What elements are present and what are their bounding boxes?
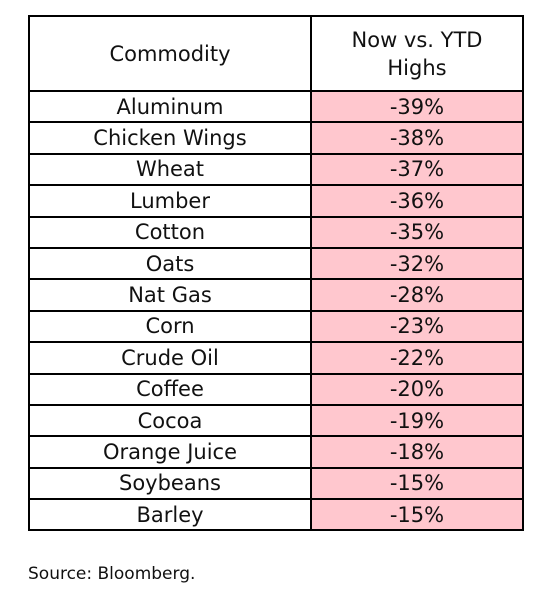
table-row: Coffee -20% [28, 372, 524, 406]
change-value-cell: -39% [310, 89, 524, 124]
change-value-cell: -35% [310, 215, 524, 249]
commodity-name-cell: Coffee [28, 372, 312, 406]
commodity-name-cell: Cotton [28, 215, 312, 249]
table-row: Crude Oil -22% [28, 341, 524, 375]
commodity-name-cell: Barley [28, 498, 312, 532]
table-row: Aluminum -39% [28, 89, 524, 124]
table-row: Barley -15% [28, 498, 524, 532]
table-row: Cotton -35% [28, 215, 524, 249]
change-value-cell: -32% [310, 246, 524, 281]
header-commodity: Commodity [28, 15, 312, 92]
table-row: Oats -32% [28, 246, 524, 281]
commodity-name-cell: Crude Oil [28, 341, 312, 375]
header-now-vs-ytd-highs: Now vs. YTD Highs [310, 15, 524, 92]
change-value-cell: -37% [310, 152, 524, 187]
table-row: Wheat -37% [28, 152, 524, 187]
change-value-cell: -36% [310, 184, 524, 218]
table-row: Soybeans -15% [28, 466, 524, 501]
commodity-name-cell: Orange Juice [28, 435, 312, 469]
commodity-name-cell: Corn [28, 309, 312, 344]
table-row: Corn -23% [28, 309, 524, 344]
change-value-cell: -38% [310, 121, 524, 155]
commodity-name-cell: Lumber [28, 184, 312, 218]
table-header-row: Commodity Now vs. YTD Highs [28, 15, 524, 92]
table-body: Aluminum -39% Chicken Wings -38% Wheat -37% Lu… [28, 89, 524, 532]
change-value-cell: -15% [310, 498, 524, 532]
table-row: Lumber -36% [28, 184, 524, 218]
header-value-line-1: Now vs. YTD [351, 27, 483, 52]
change-value-cell: -23% [310, 309, 524, 344]
change-value-cell: -28% [310, 278, 524, 312]
source-note: Source: Bloomberg. [28, 564, 196, 584]
commodity-table: Commodity Now vs. YTD Highs Aluminum -39%… [28, 15, 524, 532]
change-value-cell: -22% [310, 341, 524, 375]
commodity-name-cell: Wheat [28, 152, 312, 187]
table-row: Cocoa -19% [28, 403, 524, 438]
commodity-name-cell: Aluminum [28, 89, 312, 124]
commodity-name-cell: Chicken Wings [28, 121, 312, 155]
change-value-cell: -19% [310, 403, 524, 438]
change-value-cell: -20% [310, 372, 524, 406]
change-value-cell: -18% [310, 435, 524, 469]
commodity-name-cell: Cocoa [28, 403, 312, 438]
table-row: Orange Juice -18% [28, 435, 524, 469]
change-value-cell: -15% [310, 466, 524, 501]
commodity-name-cell: Oats [28, 246, 312, 281]
commodity-name-cell: Soybeans [28, 466, 312, 501]
header-value-line-2: Highs [387, 55, 447, 80]
commodity-name-cell: Nat Gas [28, 278, 312, 312]
table-row: Nat Gas -28% [28, 278, 524, 312]
table-row: Chicken Wings -38% [28, 121, 524, 155]
